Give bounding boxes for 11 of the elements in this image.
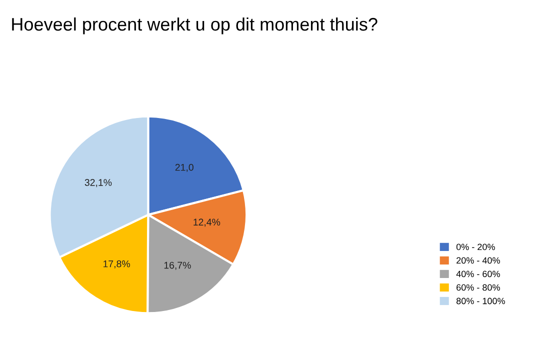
legend-label: 40% - 60% (456, 270, 500, 278)
legend-label: 0% - 20% (456, 244, 495, 250)
data-label: 32,1% (84, 179, 112, 188)
legend-label: 80% - 100% (456, 298, 505, 304)
chart-title: Hoeveel procent werkt u op dit moment thuis? (12, 17, 378, 34)
legend-label: 60% - 80% (456, 284, 500, 291)
data-label: 21,0 (175, 164, 194, 172)
legend-label: 20% - 40% (456, 257, 500, 264)
data-label: 17,8% (103, 260, 130, 268)
data-label: 16,7% (164, 262, 191, 270)
data-label: 12,4% (194, 218, 220, 227)
